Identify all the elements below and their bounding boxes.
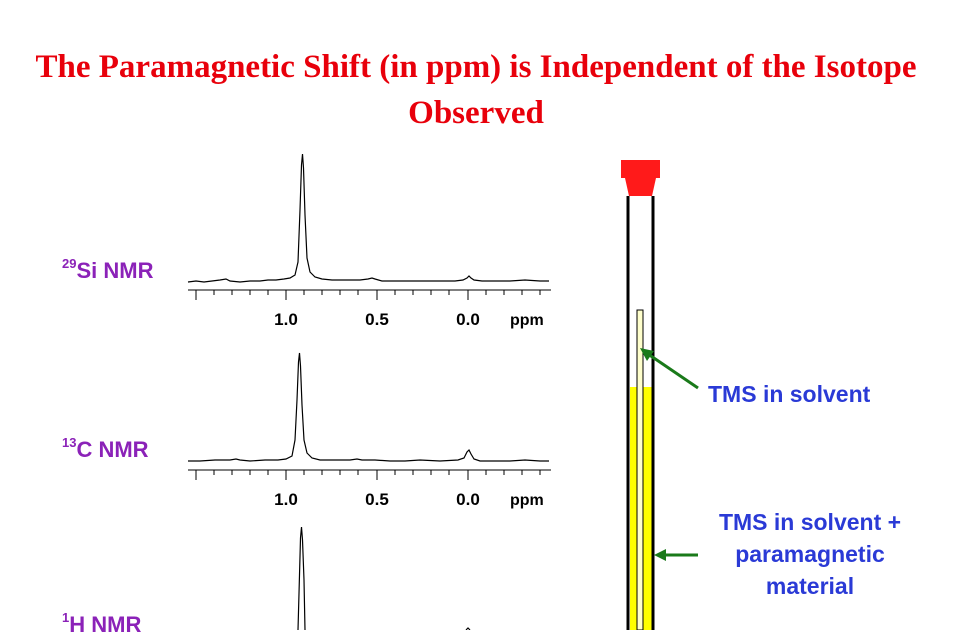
tube-cap [621, 160, 660, 178]
annotation-line: TMS in solvent + [718, 509, 902, 535]
annotation-tms-paramagnetic: TMS in solvent + paramagnetic material [702, 506, 918, 602]
axis-tick-label: 1.0 [274, 490, 298, 509]
axis-tick-label: 0.0 [456, 490, 480, 509]
annotation-line: paramagnetic [735, 541, 885, 567]
spectrum-c [188, 352, 551, 480]
arrow-tms-solvent [640, 348, 699, 390]
spectrum-label-c: 13C NMR [62, 435, 149, 462]
spectrum-trace [188, 352, 549, 462]
axis-unit-label: ppm [510, 312, 544, 329]
x-axis-ticks [195, 470, 541, 480]
tube-cap-collar [625, 178, 656, 196]
x-axis-ticks [195, 290, 541, 300]
spectrum-trace [187, 153, 549, 283]
page-title: The Paramagnetic Shift (in ppm) is Indep… [35, 49, 917, 131]
axis-tick-label: 0.5 [365, 490, 389, 509]
inner-capillary [636, 309, 644, 630]
axis-tick-label: 0.5 [365, 310, 389, 329]
annotation-tms-solvent: TMS in solvent [708, 381, 871, 407]
spectrum-h [297, 526, 471, 630]
spectrum-trace [297, 526, 306, 630]
annotation-line: material [765, 573, 855, 599]
axis-tick-label: 0.0 [456, 310, 480, 329]
axis-tick-label: 1.0 [274, 310, 298, 329]
axis-unit-label: ppm [510, 492, 544, 509]
spectrum-label-si: 29Si NMR [62, 256, 154, 283]
arrow-tms-paramagnetic [654, 549, 698, 561]
spectrum-trace [465, 627, 471, 630]
spectrum-si [187, 153, 551, 300]
nmr-tube [621, 160, 660, 630]
